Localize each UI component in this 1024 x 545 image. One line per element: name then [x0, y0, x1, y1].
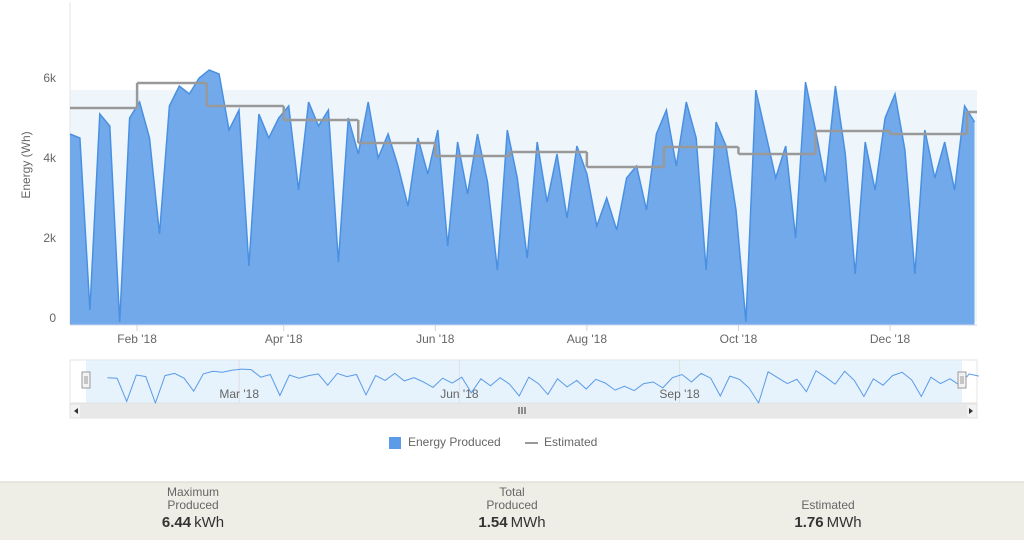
y-tick-label: 2k: [43, 231, 57, 245]
x-tick-label: Feb '18: [117, 332, 157, 346]
legend-symbol: [389, 437, 401, 449]
stat-number: 6.44: [162, 514, 192, 531]
navigator-tick-label: Mar '18: [219, 387, 259, 401]
navigator-mask: [86, 360, 962, 403]
legend-label: Estimated: [544, 435, 597, 449]
stat-number: 1.76: [794, 514, 823, 531]
stat-label: Estimated: [801, 498, 854, 512]
x-tick-label: Aug '18: [567, 332, 608, 346]
scrollbar-thumb[interactable]: [80, 405, 967, 417]
stat-unit: MWh: [511, 514, 546, 531]
stat-label: Produced: [486, 498, 537, 512]
stat-number: 1.54: [478, 514, 508, 531]
stat-label: Total: [499, 485, 524, 499]
y-tick-label: 0: [49, 311, 56, 325]
legend-label: Energy Produced: [408, 435, 501, 449]
navigator-handle[interactable]: [957, 371, 967, 389]
stat-value: 1.54 MWh: [478, 514, 545, 531]
x-tick-label: Dec '18: [870, 332, 911, 346]
navigator-handle[interactable]: [81, 371, 91, 389]
scrollbar-arrow[interactable]: [969, 408, 973, 414]
scrollbar-arrow[interactable]: [74, 408, 78, 414]
legend: Energy Produced Estimated: [389, 435, 597, 449]
stat-value: 1.76 MWh: [794, 514, 861, 531]
legend-item[interactable]: Energy Produced: [389, 435, 501, 449]
navigator-line: [107, 368, 979, 405]
x-tick-label: Oct '18: [720, 332, 758, 346]
y-tick-label: 6k: [43, 71, 57, 85]
stat-unit: kWh: [194, 514, 224, 531]
stat-label: Produced: [167, 498, 218, 512]
navigator-tick-label: Jun '18: [440, 387, 479, 401]
navigator-tick-label: Sep '18: [659, 387, 700, 401]
stat-label: Maximum: [167, 485, 219, 499]
stat-value: 6.44 kWh: [162, 514, 224, 531]
energy-line: [69, 69, 976, 323]
energy-area: [70, 70, 975, 325]
y-axis-label: Energy (Wh): [19, 131, 33, 198]
footer: [0, 482, 1024, 540]
x-tick-label: Apr '18: [265, 332, 303, 346]
x-tick-label: Jun '18: [416, 332, 455, 346]
legend-item[interactable]: Estimated: [525, 435, 597, 449]
y-tick-label: 4k: [43, 151, 57, 165]
stat-unit: MWh: [827, 514, 862, 531]
